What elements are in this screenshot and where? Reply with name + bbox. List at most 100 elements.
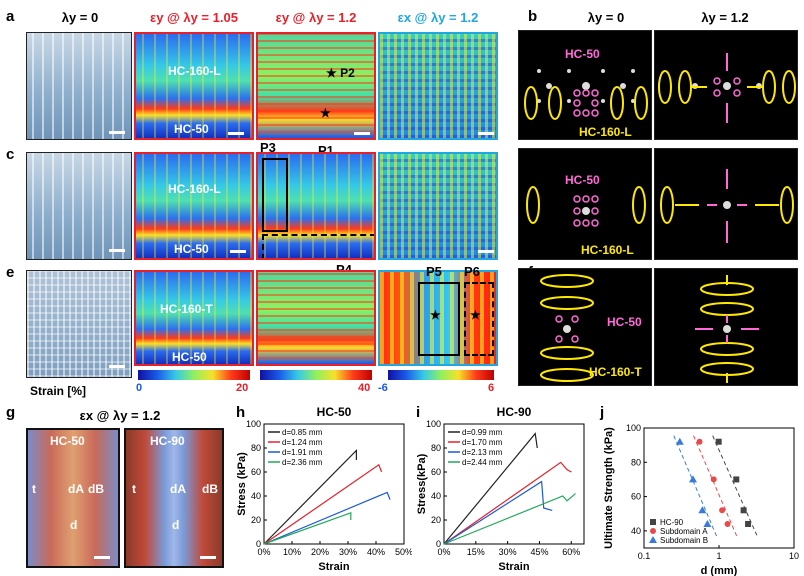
x-tick-label: 0.1: [638, 551, 651, 561]
label-hc50: HC-50: [607, 315, 642, 329]
series-line: [263, 463, 383, 545]
scale-bar: [200, 556, 216, 559]
image-g-hc50: HC-50 t dA dB d: [26, 428, 120, 568]
header-lambda0: λy = 0: [61, 10, 99, 25]
data-point: [703, 520, 712, 527]
box-p3: [262, 158, 288, 232]
y-tick-label: 100: [426, 419, 441, 429]
image-g-hc90: HC-90 t dA dB d: [124, 428, 224, 568]
legend-entry: d=2.36 mm: [282, 458, 323, 467]
chart-j: 0.1 1 10 40 60 80 100 d (mm) Ultimate Strength (…: [603, 423, 799, 576]
scale-bar: [478, 250, 494, 253]
box-p5: [418, 282, 460, 356]
label-dB: dB: [202, 482, 218, 496]
legend-entry: d=1.24 mm: [282, 438, 323, 447]
label-p5: P5: [426, 264, 442, 279]
data-point: [719, 507, 726, 514]
x-axis-label: Strain: [318, 561, 349, 573]
y-tick-label: 80: [631, 457, 641, 467]
scale-bar: [109, 365, 125, 368]
x-tick-label: 10: [789, 551, 799, 561]
fft-pattern: [526, 186, 646, 227]
fft-pattern: [540, 274, 594, 382]
header-b-lambda0: λy = 0: [587, 10, 625, 25]
fit-line: [673, 435, 718, 539]
scale-bar: [228, 132, 244, 135]
label-hc50: HC-50: [174, 242, 209, 256]
series-line: [443, 493, 576, 545]
x-tick-label: 30%: [499, 547, 517, 557]
box-p4: [262, 234, 374, 258]
label-hc160l: HC-160-L: [581, 243, 634, 257]
star-p1: ★: [320, 106, 331, 120]
label-hc160l: HC-160-L: [168, 182, 221, 196]
y-tick-label: 20: [431, 515, 441, 525]
y-tick-label: 0: [436, 539, 441, 549]
star-p5: ★: [430, 308, 441, 322]
x-tick-label: 20%: [311, 547, 329, 557]
series-line: [263, 448, 357, 545]
chart-h: HC-50 0% 10% 20% 30% 40% 50% 0 20 40 60 80 100 Strain…: [236, 405, 412, 573]
label-p3: P3: [260, 140, 276, 155]
plot-frame: [263, 423, 405, 545]
label-hc50: HC-50: [50, 434, 85, 448]
series-line: [443, 432, 538, 545]
strain-map-e3: ★ ★: [378, 270, 498, 366]
panel-label-b: b: [528, 8, 538, 25]
panel-label-g: g: [6, 404, 16, 421]
plot-frame: [443, 423, 585, 545]
strain-map-a1: HC-160-L HC-50: [134, 32, 254, 140]
label-hc50: HC-50: [174, 122, 209, 136]
series-line: [443, 480, 553, 545]
fft-pattern: [695, 275, 759, 383]
scale-bar: [94, 556, 110, 559]
data-point: [745, 521, 752, 527]
y-tick-label: 20: [251, 515, 261, 525]
header-ex-12: εx @ λy = 1.2: [397, 10, 479, 25]
legend-entry: d=1.70 mm: [462, 438, 503, 447]
data-point: [698, 506, 707, 514]
series-line: [443, 461, 572, 545]
strain-map-c3: [378, 152, 498, 260]
x-tick-label: 60%: [562, 547, 580, 557]
header-ey-105: εy @ λy = 1.05: [150, 10, 238, 25]
y-tick-label: 60: [431, 467, 441, 477]
y-tick-label: 100: [626, 423, 641, 433]
colorbar-3-min: -6: [378, 382, 388, 394]
fit-line: [693, 435, 739, 539]
legend-entry: d=1.91 mm: [282, 448, 323, 457]
fft-d-right: [654, 148, 798, 260]
y-tick-label: 40: [631, 526, 641, 536]
label-hc160l: HC-160-L: [168, 64, 221, 78]
y-axis-label: Stress (kPa): [236, 452, 248, 516]
panel-label-e: e: [6, 264, 15, 281]
label-hc50: HC-50: [172, 350, 207, 364]
data-point: [724, 521, 731, 527]
label-dB: dB: [88, 482, 104, 496]
data-point: [710, 476, 717, 483]
strain-map-e1: HC-160-T HC-50: [134, 270, 254, 366]
y-axis-label: Stress(kPa): [416, 453, 428, 514]
star-p6: ★: [470, 308, 481, 322]
panel-label-h: h: [236, 404, 246, 421]
series-line: [263, 491, 391, 545]
label-dA: dA: [68, 482, 84, 496]
fft-d-left: HC-50 HC-160-L: [518, 148, 652, 260]
fft-f-right: [654, 268, 798, 386]
photo-c: [26, 152, 132, 260]
colorbar-1-min: 0: [136, 382, 143, 394]
label-d: d: [70, 518, 78, 532]
data-point: [715, 438, 722, 445]
x-tick-label: 0%: [437, 547, 450, 557]
scale-bar: [109, 249, 125, 252]
fft-pattern: [658, 53, 796, 123]
strain-map-a3: [378, 32, 498, 140]
chart-title: HC-50: [317, 405, 352, 419]
strain-map-e2: [256, 270, 376, 366]
legend-marker: [649, 536, 657, 543]
label-dA: dA: [170, 482, 186, 496]
y-axis-label: Ultimate Strength (kPa): [603, 427, 615, 549]
panel-label-c: c: [6, 146, 15, 163]
data-point: [688, 475, 697, 483]
label-p2: ★ P2: [326, 66, 355, 80]
